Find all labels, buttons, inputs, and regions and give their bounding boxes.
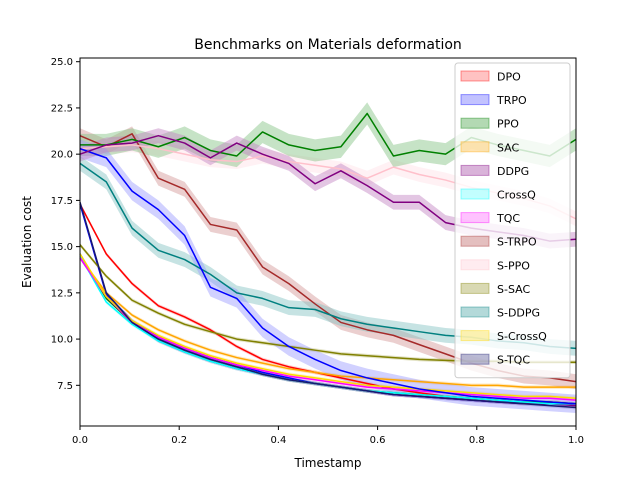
x-tick-label: 0.6 (370, 435, 386, 446)
legend-label: S-TRPO (497, 236, 537, 249)
legend-swatch (460, 70, 490, 82)
legend-label: PPO (497, 118, 519, 131)
band-s-ppo (80, 137, 576, 227)
legend: DPO TRPO PPO SAC DDPG CrossQ TQC S-TRPO S-PPO S-S… (454, 62, 571, 379)
y-axis-ticks: 7.5 10.0 12.5 15.0 17.5 20.0 22.5 25.0 (51, 57, 80, 392)
legend-swatch (460, 117, 490, 129)
band-series-14 (80, 139, 576, 414)
band-series-13 (80, 102, 576, 168)
x-axis-ticks: 0.0 0.2 0.4 0.6 0.8 1.0 (72, 426, 584, 446)
y-tick-label: 12.5 (51, 288, 73, 299)
legend-swatch (460, 212, 490, 224)
legend-swatch (460, 94, 490, 106)
legend-label: CrossQ (497, 189, 536, 202)
chart-title: Benchmarks on Materials deformation (194, 37, 462, 53)
line-tqc (79, 257, 577, 401)
legend-swatch (460, 306, 490, 318)
legend-label: S-TQC (497, 354, 530, 367)
y-tick-label: 22.5 (51, 103, 73, 114)
legend-swatch (460, 188, 490, 200)
legend-swatch (460, 282, 490, 294)
y-tick-label: 20.0 (51, 150, 73, 161)
legend-label: DPO (497, 71, 521, 84)
y-tick-label: 25.0 (51, 57, 73, 68)
legend-label: TRPO (496, 94, 527, 107)
x-tick-label: 0.8 (469, 435, 485, 446)
legend-label: DDPG (497, 165, 529, 178)
x-tick-label: 0.0 (72, 435, 88, 446)
x-tick-label: 0.4 (270, 435, 286, 446)
legend-box (454, 62, 571, 379)
line-s-crossq (79, 253, 577, 400)
line-series-14 (79, 147, 577, 405)
x-tick-label: 0.2 (171, 435, 187, 446)
legend-label: S-CrossQ (497, 330, 547, 343)
legend-swatch (460, 164, 490, 176)
legend-swatch (460, 330, 490, 342)
legend-swatch (460, 353, 490, 365)
y-axis-label: Evaluation cost (20, 196, 34, 288)
legend-swatch (460, 235, 490, 247)
y-tick-label: 17.5 (51, 196, 73, 207)
y-tick-label: 10.0 (51, 335, 73, 346)
legend-swatch (460, 259, 490, 271)
legend-label: S-SAC (497, 283, 530, 296)
legend-label: S-DDPG (497, 307, 540, 320)
legend-label: S-PPO (497, 259, 530, 272)
y-tick-label: 15.0 (51, 242, 73, 253)
line-sac (79, 257, 576, 388)
x-tick-label: 1.0 (568, 435, 584, 446)
x-axis-label: Timestamp (294, 456, 362, 470)
plot-frame (79, 57, 577, 427)
legend-swatch (460, 141, 490, 153)
line-s-tqc (79, 202, 577, 409)
legend-label: TQC (496, 212, 520, 225)
y-tick-label: 7.5 (57, 381, 73, 392)
legend-label: SAC (497, 141, 520, 154)
